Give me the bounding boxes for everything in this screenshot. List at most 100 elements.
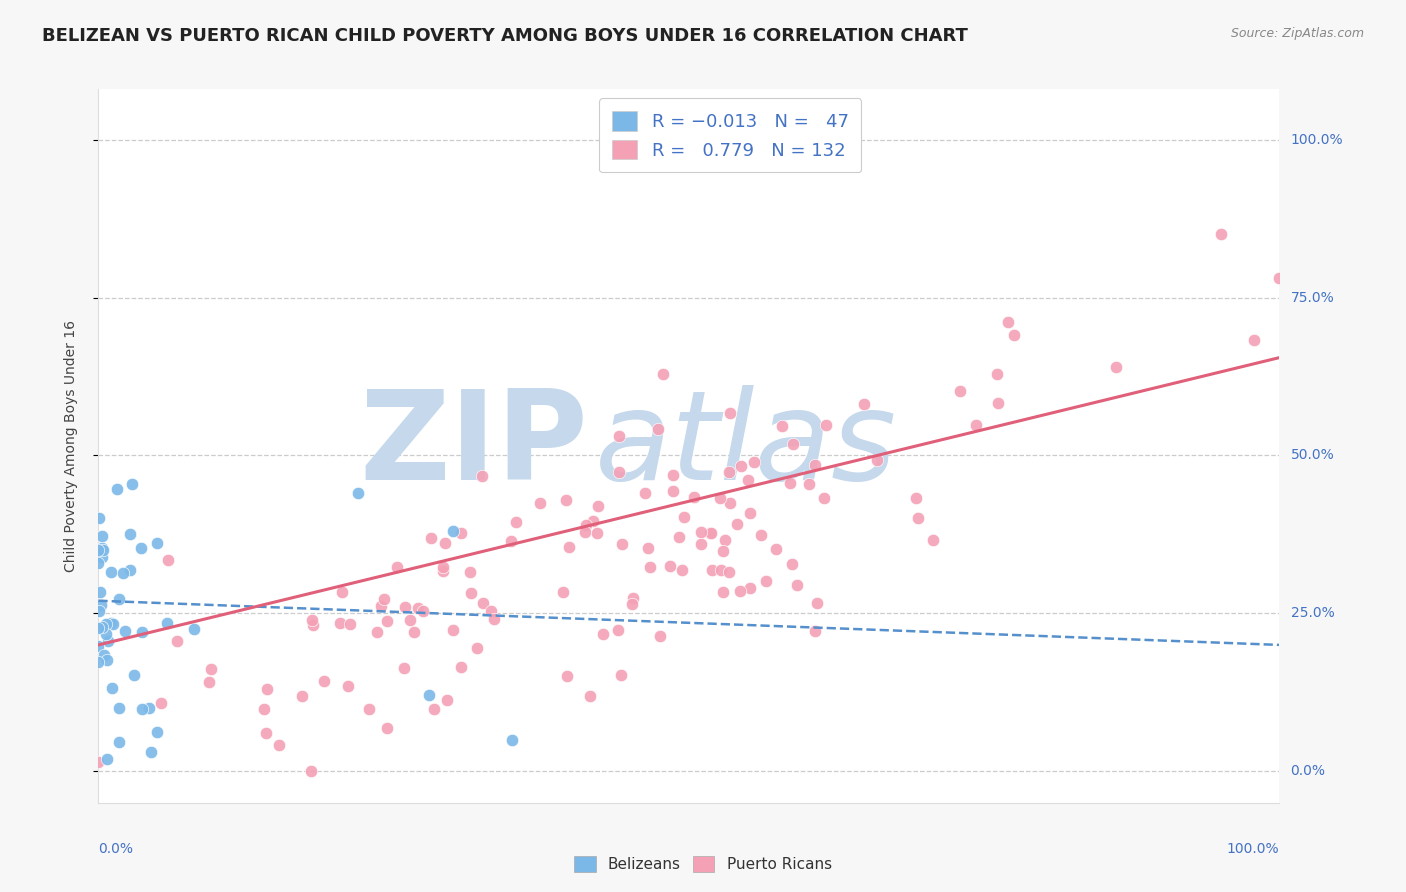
Text: 75.0%: 75.0% — [1291, 291, 1334, 304]
Point — [385, 559, 408, 574]
Point — [408, 600, 430, 615]
Point — [813, 491, 835, 506]
Point — [96, 752, 118, 766]
Point — [482, 612, 505, 626]
Point — [198, 675, 221, 690]
Point — [399, 613, 422, 627]
Point — [89, 584, 111, 599]
Point — [987, 396, 1010, 410]
Point — [87, 542, 110, 557]
Point — [709, 491, 731, 505]
Point — [578, 690, 600, 704]
Point — [253, 702, 276, 716]
Point — [770, 419, 793, 434]
Legend: Belizeans, Puerto Ricans: Belizeans, Puerto Ricans — [567, 848, 839, 880]
Point — [465, 641, 488, 656]
Point — [129, 541, 152, 555]
Point — [574, 524, 596, 539]
Text: 100.0%: 100.0% — [1291, 133, 1343, 146]
Point — [183, 622, 205, 636]
Point — [419, 532, 441, 546]
Point — [138, 701, 160, 715]
Point — [373, 592, 395, 607]
Point — [755, 574, 778, 588]
Point — [699, 525, 721, 540]
Point — [100, 566, 122, 580]
Point — [441, 524, 464, 539]
Point — [551, 585, 574, 599]
Point — [718, 465, 741, 479]
Point — [336, 680, 359, 694]
Text: 50.0%: 50.0% — [1291, 449, 1334, 462]
Y-axis label: Child Poverty Among Boys Under 16: Child Poverty Among Boys Under 16 — [63, 320, 77, 572]
Point — [112, 566, 135, 580]
Point — [634, 486, 657, 500]
Point — [101, 616, 124, 631]
Point — [432, 560, 454, 574]
Point — [557, 669, 579, 683]
Point — [375, 721, 398, 735]
Point — [620, 597, 643, 611]
Point — [101, 681, 124, 696]
Point — [370, 599, 392, 613]
Point — [87, 639, 110, 653]
Point — [131, 702, 153, 716]
Point — [730, 458, 752, 473]
Point — [949, 384, 972, 398]
Point — [108, 591, 131, 606]
Point — [96, 653, 118, 667]
Point — [299, 764, 322, 779]
Point — [94, 617, 117, 632]
Point — [737, 474, 759, 488]
Point — [814, 418, 837, 433]
Point — [139, 745, 162, 759]
Point — [87, 756, 110, 770]
Point — [432, 564, 454, 578]
Point — [742, 455, 765, 469]
Point — [366, 624, 388, 639]
Point — [256, 681, 278, 696]
Point — [90, 550, 112, 565]
Point — [329, 616, 352, 631]
Point — [118, 526, 141, 541]
Point — [501, 533, 523, 548]
Point — [114, 624, 136, 638]
Point — [607, 465, 630, 479]
Point — [997, 315, 1019, 329]
Point — [87, 556, 110, 570]
Point — [592, 627, 614, 641]
Point — [689, 537, 711, 551]
Point — [711, 584, 734, 599]
Point — [799, 476, 821, 491]
Point — [254, 726, 277, 740]
Point — [690, 525, 713, 540]
Point — [394, 599, 416, 614]
Point — [607, 429, 630, 443]
Point — [97, 634, 120, 648]
Point — [786, 577, 808, 591]
Point — [718, 565, 741, 579]
Point — [330, 585, 353, 599]
Point — [700, 525, 723, 540]
Point — [700, 563, 723, 577]
Point — [87, 511, 110, 525]
Point — [505, 515, 527, 529]
Point — [728, 584, 751, 599]
Point — [1104, 360, 1126, 375]
Point — [965, 418, 987, 433]
Point — [905, 491, 928, 506]
Point — [738, 581, 761, 595]
Point — [91, 541, 114, 556]
Point — [121, 477, 143, 491]
Point — [434, 535, 457, 549]
Point — [907, 511, 929, 525]
Point — [200, 662, 222, 676]
Point — [806, 596, 828, 610]
Point — [555, 493, 578, 508]
Point — [146, 725, 169, 739]
Point — [90, 598, 112, 612]
Text: BELIZEAN VS PUERTO RICAN CHILD POVERTY AMONG BOYS UNDER 16 CORRELATION CHART: BELIZEAN VS PUERTO RICAN CHILD POVERTY A… — [42, 27, 969, 45]
Point — [157, 553, 180, 567]
Point — [749, 527, 772, 541]
Point — [91, 543, 114, 558]
